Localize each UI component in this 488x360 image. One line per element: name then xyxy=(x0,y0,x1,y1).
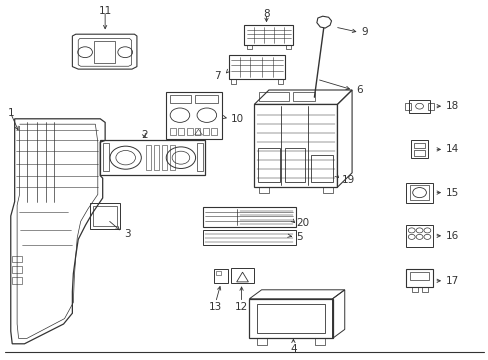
Text: 11: 11 xyxy=(98,6,112,16)
Text: 2: 2 xyxy=(141,130,147,140)
Text: 8: 8 xyxy=(263,9,269,19)
Text: 7: 7 xyxy=(214,71,221,81)
Text: 1: 1 xyxy=(7,108,14,118)
Text: 17: 17 xyxy=(445,276,458,286)
Text: 4: 4 xyxy=(289,344,296,354)
Text: 16: 16 xyxy=(445,231,458,241)
Text: 12: 12 xyxy=(234,302,248,312)
Text: 15: 15 xyxy=(445,188,458,198)
Text: 18: 18 xyxy=(445,101,458,111)
Text: 6: 6 xyxy=(355,85,362,95)
Text: 20: 20 xyxy=(295,218,308,228)
Text: 19: 19 xyxy=(342,175,355,185)
Text: 13: 13 xyxy=(208,302,222,312)
Text: 9: 9 xyxy=(361,27,368,37)
Text: 5: 5 xyxy=(295,232,302,242)
Text: 3: 3 xyxy=(124,229,131,239)
Text: 14: 14 xyxy=(445,144,458,154)
Text: 10: 10 xyxy=(230,114,244,124)
